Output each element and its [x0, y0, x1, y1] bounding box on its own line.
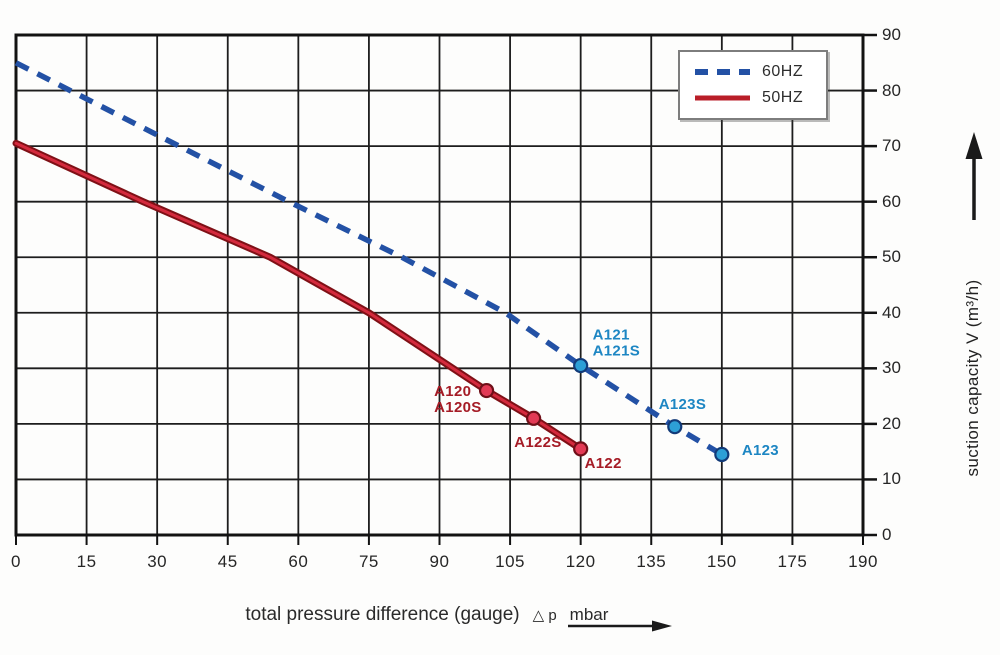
legend-label-50hz: 50HZ — [762, 89, 804, 107]
x-axis-unit: mbar — [567, 605, 672, 632]
data-point-marker — [573, 357, 589, 374]
legend-item-50hz: 50HZ — [680, 89, 826, 107]
x-axis-title: total pressure difference (gauge) △ p mb… — [0, 604, 863, 632]
chart-legend: 60HZ 50HZ — [678, 50, 828, 120]
data-point-marker — [526, 410, 542, 426]
right-arrow-icon — [567, 620, 672, 632]
y-axis-title: suction capacity V (m³/h) — [963, 279, 982, 477]
legend-label-60hz: 60HZ — [762, 62, 804, 80]
data-point-marker — [667, 419, 683, 435]
data-point-marker — [714, 446, 730, 463]
solid-line-swatch-icon — [695, 95, 750, 101]
up-arrow-icon — [965, 132, 983, 220]
data-point-marker — [478, 382, 495, 399]
dashed-line-swatch-icon — [695, 68, 750, 75]
x-axis-title-text: total pressure difference (gauge) — [245, 604, 520, 625]
legend-item-60hz: 60HZ — [680, 63, 826, 81]
x-axis-unit-text: mbar — [569, 605, 609, 624]
data-point-marker — [573, 441, 589, 457]
delta-p-symbol: △ p — [532, 607, 557, 624]
